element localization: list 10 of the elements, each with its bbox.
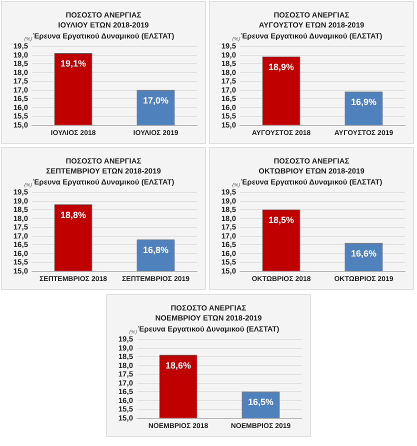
data-label: 18,8%	[60, 210, 86, 220]
data-label: 16,5%	[248, 397, 274, 408]
data-label: 17,0%	[142, 95, 169, 106]
data-label: 18,9%	[268, 62, 294, 72]
data-label: 16,8%	[142, 244, 169, 255]
data-label: 18,5%	[268, 215, 294, 226]
data-label: 16,9%	[350, 97, 377, 108]
data-label: 18,6%	[165, 360, 192, 370]
data-label: 16,6%	[350, 248, 377, 258]
data-label: 19,1%	[60, 58, 86, 69]
